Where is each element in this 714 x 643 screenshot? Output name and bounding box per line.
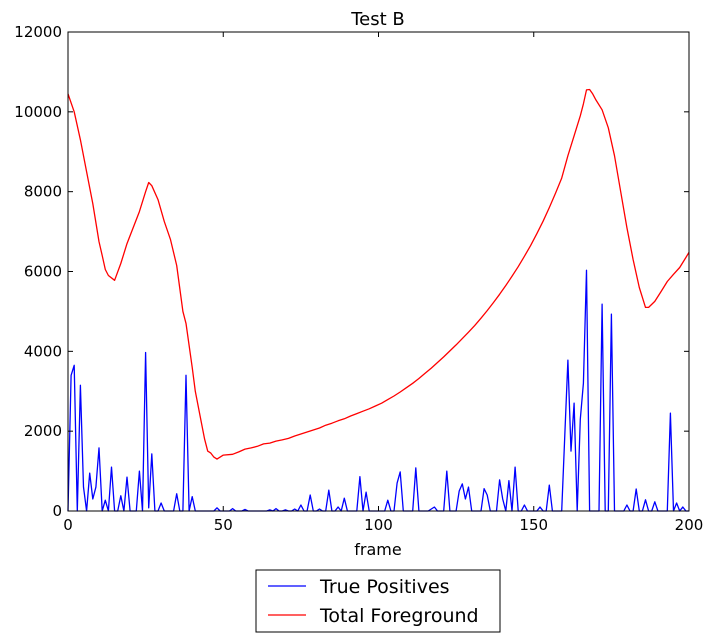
- x-tick-label: 0: [63, 516, 73, 534]
- chart-title: Test B: [350, 9, 405, 30]
- y-tick-label: 2000: [24, 422, 62, 440]
- x-tick-label: 150: [519, 516, 548, 534]
- plot-frame: [67, 31, 690, 512]
- x-axis-label: frame: [354, 540, 401, 559]
- series-line-total-foreground: [67, 88, 690, 460]
- y-axis: 0 2000 4000 6000 8000 10000 12000: [14, 23, 689, 520]
- x-axis: 0 50 100 150 200: [63, 32, 703, 534]
- y-tick-label: 10000: [14, 103, 62, 121]
- y-tick-label: 6000: [24, 263, 62, 281]
- legend-box: [255, 569, 501, 633]
- legend-label-true-positives: True Positives: [319, 576, 450, 598]
- legend: True Positives Total Foreground: [255, 569, 501, 633]
- legend-label-total-foreground: Total Foreground: [319, 605, 479, 627]
- x-tick-label: 100: [364, 516, 393, 534]
- series-layer: [67, 88, 690, 512]
- y-tick-label: 12000: [14, 23, 62, 41]
- y-tick-label: 8000: [24, 183, 62, 201]
- series-line-true-positives: [67, 269, 689, 512]
- x-tick-label: 200: [675, 516, 704, 534]
- x-tick-label: 50: [214, 516, 233, 534]
- y-tick-label: 4000: [24, 342, 62, 360]
- y-tick-label: 0: [52, 502, 62, 520]
